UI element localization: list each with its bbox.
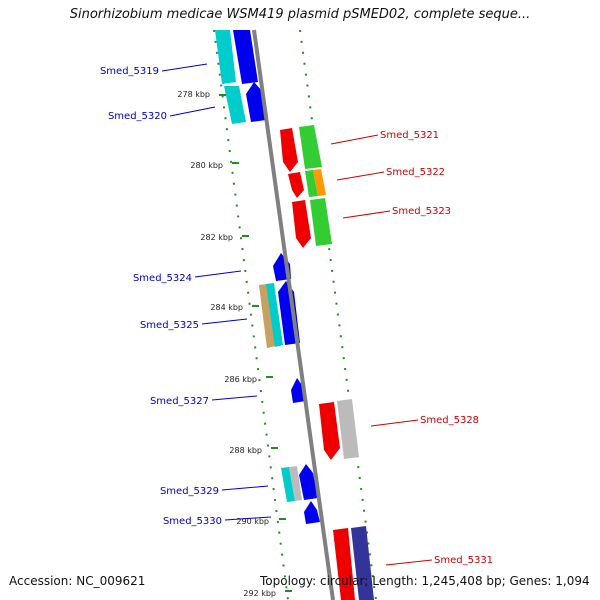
gene-leader-line [342,210,391,219]
gene-bar-tan [259,284,276,348]
left-outer-track-boundary [213,29,289,600]
gene-label[interactable]: Smed_5323 [392,206,451,217]
tick-label: 278 kbp [177,90,210,99]
gene-leader-line [370,419,419,427]
gene-leader-line [224,516,272,521]
map-title: Sinorhizobium medicae WSM419 plasmid pSM… [69,7,531,22]
gene-leader-line [169,106,216,117]
tick-label: 286 kbp [224,375,257,384]
gene-arrow-blue [233,30,258,84]
gene-leader-line [194,270,242,278]
gene-arrow-red [292,200,311,248]
gene-arrow-blue [299,464,318,500]
accession-text: Accession: NC_009621 [9,574,146,588]
gene-bar-cyan [224,86,246,124]
gene-arrow-blue [291,378,306,403]
gene-arrow-blue [304,501,320,524]
tick-label: 288 kbp [229,446,262,455]
gene-label[interactable]: Smed_5331 [434,555,493,566]
gene-leader-line [201,318,248,325]
gene-bar-gray [289,466,302,501]
gene-bar-navy [351,526,374,600]
gene-label[interactable]: Smed_5329 [160,486,219,497]
gene-label[interactable]: Smed_5320 [108,111,167,122]
tick-label: 280 kbp [190,161,223,170]
gene-bar-green [299,125,322,169]
gene-label[interactable]: Smed_5322 [386,167,445,178]
tick-label: 284 kbp [210,303,243,312]
gene-leader-line [221,485,269,491]
gene-leader-line [161,63,208,72]
backbone [252,29,335,600]
gene-bar-cyan [266,283,283,347]
gene-labels: Smed_5319 Smed_5320 Smed_5321 Smed_5322 Smed… [100,63,493,566]
tick-marks: 278 kbp 280 kbp 282 kbp 284 kbp 286 kbp 288 k… [177,90,292,598]
gene-bar-green [310,198,332,246]
tick-label: 292 kbp [243,589,276,598]
gene-arrow-red [280,128,298,172]
gene-bar-green [305,170,318,197]
tick-label: 290 kbp [236,517,269,526]
gene-label[interactable]: Smed_5328 [420,415,479,426]
feature-bars [215,30,320,524]
gene-leader-line [385,559,433,566]
gene-bar-cyan [281,467,295,502]
tick-label: 282 kbp [200,233,233,242]
topology-text: Topology: circular; Length: 1,245,408 bp… [260,574,590,588]
gene-bar-gray [337,399,359,459]
gene-label[interactable]: Smed_5324 [133,273,192,284]
gene-bar-cyan [215,30,236,84]
gene-leader-line [211,395,258,401]
gene-label[interactable]: Smed_5321 [380,130,439,141]
gene-label[interactable]: Smed_5330 [163,516,222,527]
gene-leader-line [330,134,379,145]
gene-label[interactable]: Smed_5325 [140,320,199,331]
gene-arrow-red [288,172,304,198]
gene-leader-line [336,171,385,181]
gene-bar-orange [313,169,326,196]
gene-arrow-red [319,402,340,460]
gene-label[interactable]: Smed_5319 [100,66,159,77]
gene-label[interactable]: Smed_5327 [150,396,209,407]
gene-bar-red [333,528,355,600]
feature-bars-reverse [280,125,374,600]
right-outer-track-boundary [299,29,377,600]
